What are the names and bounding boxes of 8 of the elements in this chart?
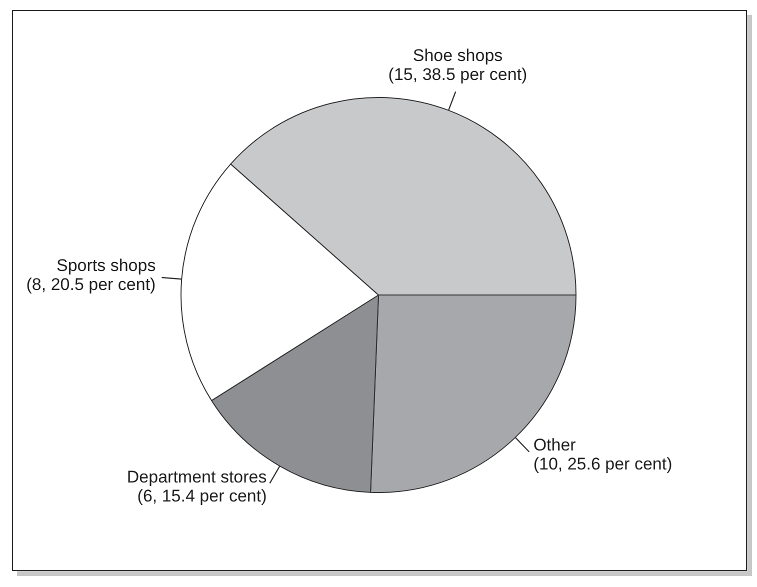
slice-label: Shoe shops bbox=[412, 46, 503, 66]
data-label: (15, 38.5 per cent) bbox=[388, 65, 528, 84]
slice-label: Sports shops bbox=[56, 256, 156, 276]
slice-label: Other bbox=[533, 435, 576, 454]
data-label: (10, 25.6 per cent) bbox=[533, 454, 672, 474]
data-label: (8, 20.5 per cent) bbox=[26, 275, 156, 294]
slice-label: Department stores bbox=[126, 468, 267, 487]
data-label: (6, 15.4 per cent) bbox=[137, 486, 267, 506]
